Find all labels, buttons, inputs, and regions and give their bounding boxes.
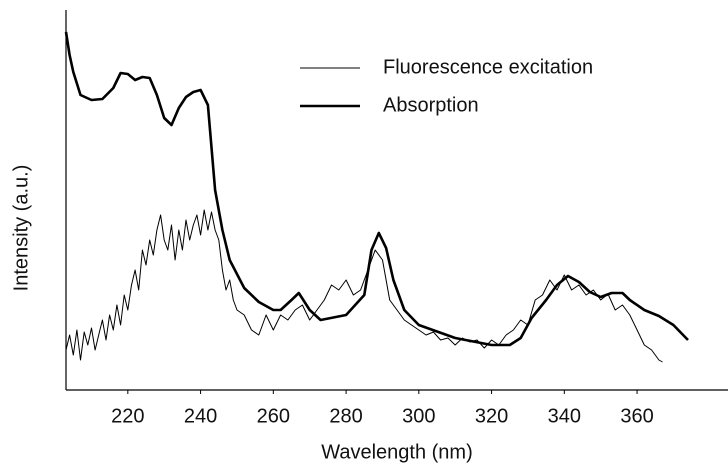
series-line	[65, 209, 663, 363]
x-tick-label: 220	[111, 405, 144, 427]
y-axis-label: Intensity (a.u.)	[10, 165, 32, 292]
legend-label: Absorption	[383, 94, 479, 116]
x-tick-label: 320	[475, 405, 508, 427]
series-line	[64, 31, 689, 347]
legend-label: Fluorescence excitation	[383, 56, 593, 78]
x-tick-label: 280	[329, 405, 362, 427]
x-tick-label: 300	[402, 405, 435, 427]
x-axis-label: Wavelength (nm)	[321, 441, 473, 463]
x-tick-label: 340	[548, 405, 581, 427]
x-tick-label: 240	[184, 405, 217, 427]
x-tick-label: 260	[257, 405, 290, 427]
x-tick-label: 360	[620, 405, 653, 427]
